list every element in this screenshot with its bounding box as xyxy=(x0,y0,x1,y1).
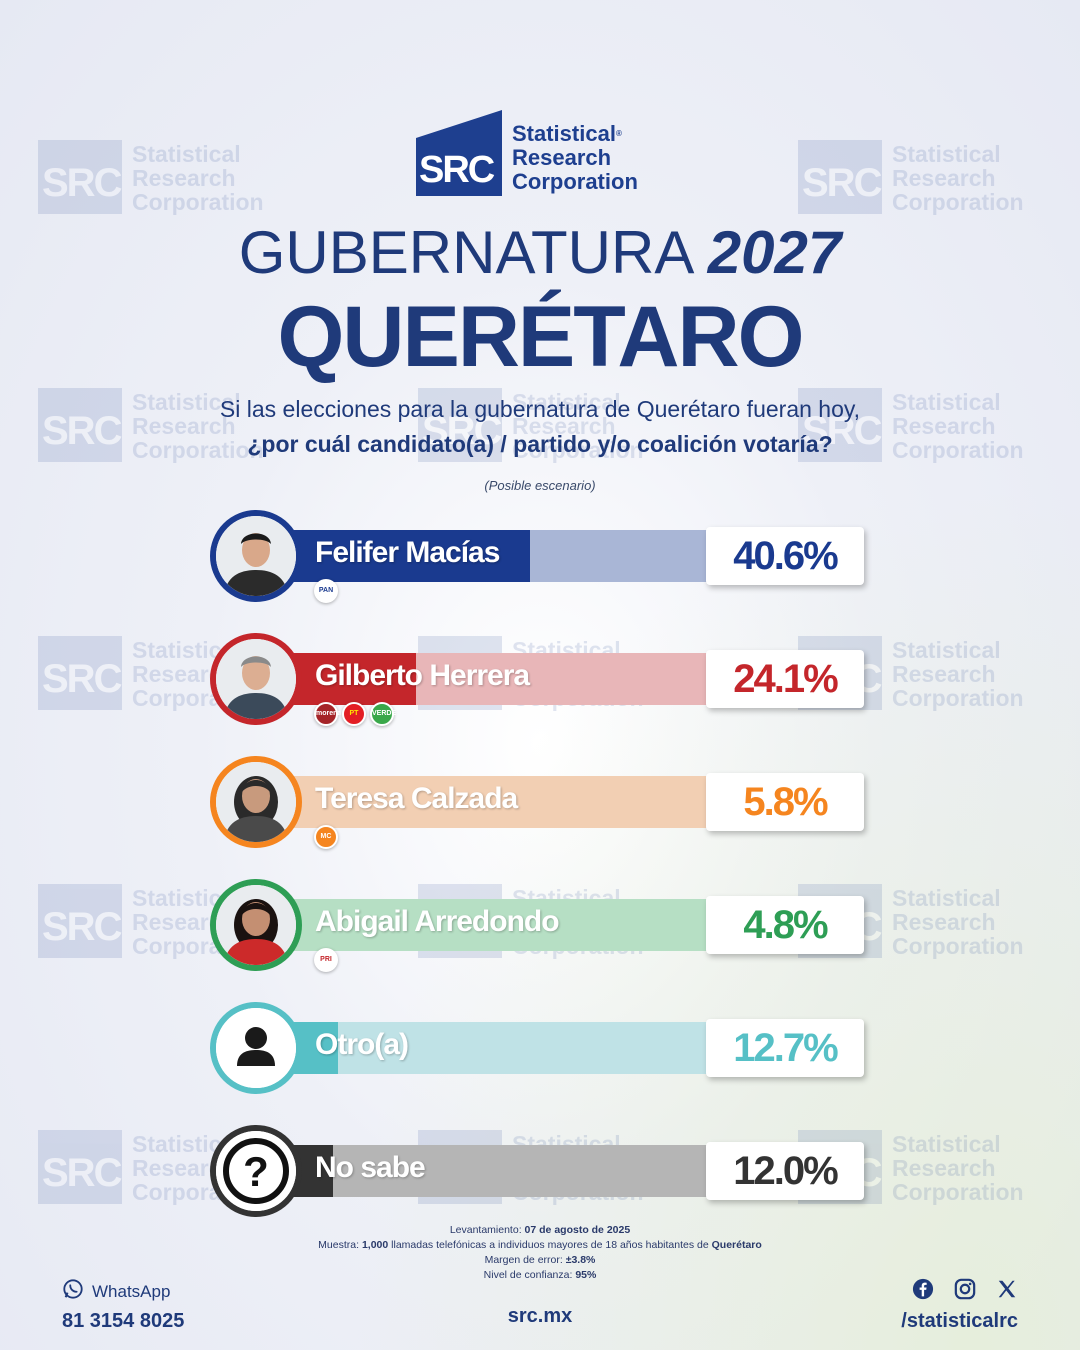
logo-mark: SRC xyxy=(416,110,502,196)
website-link[interactable]: src.mx xyxy=(507,1305,573,1327)
candidate-photo xyxy=(210,756,302,848)
party-logo-pt: PT xyxy=(342,702,366,726)
category-label: Gilberto Herrera xyxy=(315,659,530,692)
title-year: 2027 xyxy=(707,219,842,286)
social-handle[interactable]: /statisticalrc xyxy=(901,1310,1018,1332)
scenario-note: (Posible escenario) xyxy=(484,478,596,493)
value-label: 12.0% xyxy=(706,1142,864,1200)
logo-abbr: SRC xyxy=(419,149,495,191)
party-badges: PAN xyxy=(314,579,338,603)
chart-row: 5.8% Teresa Calzada MC xyxy=(210,756,870,850)
question-mark-icon: ? xyxy=(210,1125,302,1217)
generic-person-icon xyxy=(210,1002,302,1094)
sample-label: Muestra: xyxy=(318,1239,360,1251)
bar-track xyxy=(250,776,710,828)
party-logo-pri: PRI xyxy=(314,948,338,972)
chart-row: 4.8% Abigail Arredondo PRI xyxy=(210,879,870,973)
chart-row: 12.0% ? No sabe xyxy=(210,1125,870,1219)
party-badges: morena PT VERDE xyxy=(314,702,396,726)
logo-wordmark: Statistical® Research Corporation xyxy=(512,122,638,194)
error-value: ±3.8% xyxy=(565,1254,596,1266)
survey-date: 07 de agosto de 2025 xyxy=(524,1224,631,1236)
category-label: Abigail Arredondo xyxy=(315,905,560,938)
whatsapp-number[interactable]: 81 3154 8025 xyxy=(62,1310,185,1332)
party-logo-mc: MC xyxy=(314,825,338,849)
facebook-icon[interactable] xyxy=(912,1278,934,1305)
sample-text: llamadas telefónicas a individuos mayore… xyxy=(391,1239,709,1251)
whatsapp-contact[interactable]: WhatsApp 81 3154 8025 xyxy=(62,1278,184,1333)
category-label: Otro(a) xyxy=(315,1028,409,1061)
whatsapp-icon xyxy=(62,1278,84,1305)
confidence-label: Nivel de confianza: xyxy=(483,1269,573,1281)
party-logo-morena: morena xyxy=(314,702,341,726)
category-label: No sabe xyxy=(315,1151,426,1184)
party-badges: PRI xyxy=(314,948,338,972)
bar-track xyxy=(250,899,710,951)
party-badges: MC xyxy=(314,825,338,849)
error-label: Margen de error: xyxy=(484,1254,563,1266)
logo-line1: Statistical xyxy=(512,121,616,146)
value-label: 4.8% xyxy=(706,896,864,954)
title-word: GUBERNATURA xyxy=(238,219,692,286)
sample-place: Querétaro xyxy=(711,1239,762,1251)
methodology-note: Levantamiento: 07 de agosto de 2025 Mues… xyxy=(0,1223,1080,1283)
value-label: 5.8% xyxy=(706,773,864,831)
instagram-icon[interactable] xyxy=(954,1278,976,1305)
candidate-photo xyxy=(210,879,302,971)
category-label: Teresa Calzada xyxy=(315,782,518,815)
src-logo: SRC Statistical® Research Corporation xyxy=(416,110,666,200)
logo-line3: Corporation xyxy=(512,169,638,194)
candidate-photo xyxy=(210,633,302,725)
chart-row: 12.7% Otro(a) xyxy=(210,1002,870,1096)
chart-row: 24.1% Gilberto Herrera morena PT VERDE xyxy=(210,633,870,727)
logo-line2: Research xyxy=(512,145,612,170)
x-icon[interactable] xyxy=(996,1278,1018,1305)
question-line1: Si las elecciones para la gubernatura de… xyxy=(219,396,861,422)
svg-text:?: ? xyxy=(243,1148,269,1195)
confidence-value: 95% xyxy=(575,1269,597,1281)
page-title: GUBERNATURA 2027 xyxy=(0,218,1080,287)
candidate-photo xyxy=(210,510,302,602)
survey-date-label: Levantamiento: xyxy=(449,1224,522,1236)
whatsapp-label: WhatsApp xyxy=(92,1281,171,1301)
question-line2: ¿por cuál candidato(a) / partido y/o coa… xyxy=(247,431,833,457)
social-links: /statisticalrc xyxy=(901,1278,1018,1333)
state-title: QUERÉTARO xyxy=(277,289,804,385)
category-label: Felifer Macías xyxy=(315,536,500,569)
chart-row: 40.6% Felifer Macías PAN xyxy=(210,510,870,604)
registered-mark: ® xyxy=(615,129,622,138)
party-logo-pan: PAN xyxy=(314,579,338,603)
party-logo-verde: VERDE xyxy=(370,702,396,726)
value-label: 40.6% xyxy=(706,527,864,585)
value-label: 12.7% xyxy=(706,1019,864,1077)
value-label: 24.1% xyxy=(706,650,864,708)
sample-count: 1,000 xyxy=(361,1239,389,1251)
